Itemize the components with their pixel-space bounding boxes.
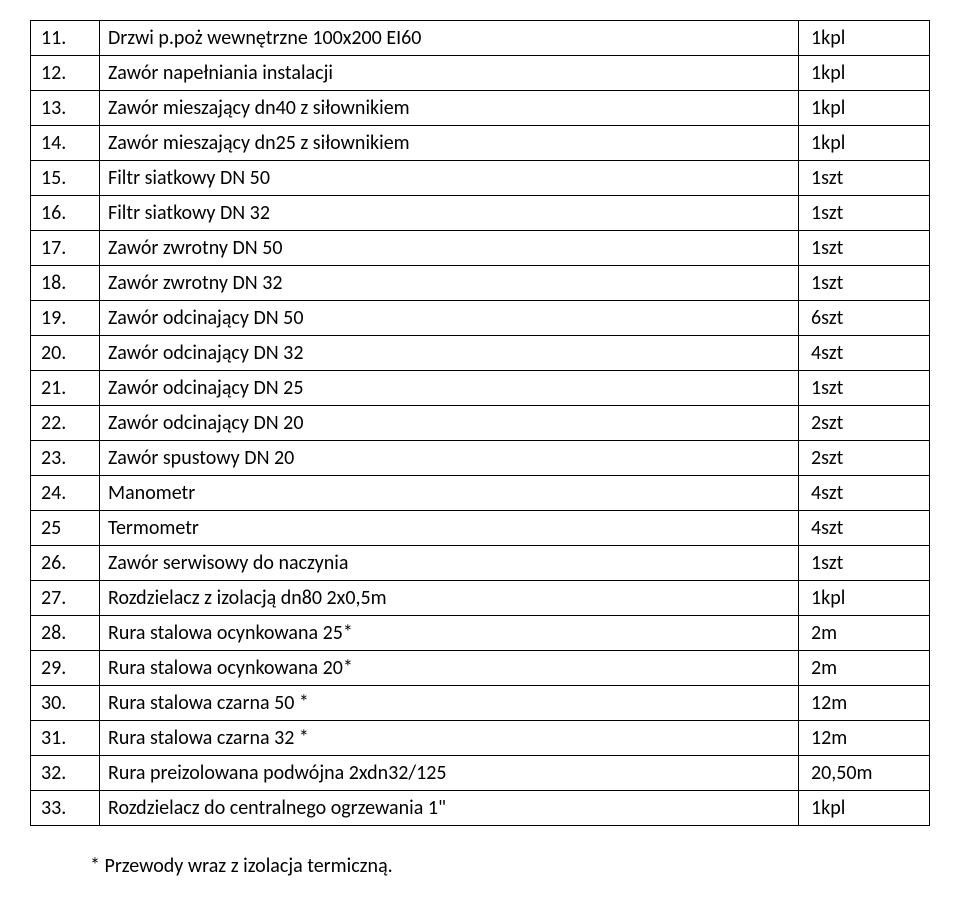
table-row: 13.Zawór mieszający dn40 z siłownikiem1k… bbox=[31, 91, 930, 126]
row-description: Rura stalowa ocynkowana 20* bbox=[100, 651, 799, 686]
row-description: Manometr bbox=[100, 476, 799, 511]
table-row: 26.Zawór serwisowy do naczynia1szt bbox=[31, 546, 930, 581]
row-description: Zawór serwisowy do naczynia bbox=[100, 546, 799, 581]
row-description: Rura stalowa czarna 50 * bbox=[100, 686, 799, 721]
table-row: 31.Rura stalowa czarna 32 *12m bbox=[31, 721, 930, 756]
row-number: 16. bbox=[31, 196, 100, 231]
table-row: 28.Rura stalowa ocynkowana 25*2m bbox=[31, 616, 930, 651]
row-number: 33. bbox=[31, 791, 100, 826]
row-number: 25 bbox=[31, 511, 100, 546]
table-row: 11.Drzwi p.poż wewnętrzne 100x200 EI601k… bbox=[31, 21, 930, 56]
row-quantity: 6szt bbox=[799, 301, 930, 336]
table-row: 22.Zawór odcinający DN 202szt bbox=[31, 406, 930, 441]
table-row: 19.Zawór odcinający DN 506szt bbox=[31, 301, 930, 336]
table-row: 16.Filtr siatkowy DN 321szt bbox=[31, 196, 930, 231]
footnote: * Przewody wraz z izolacja termiczną. bbox=[90, 854, 930, 878]
table-row: 33.Rozdzielacz do centralnego ogrzewania… bbox=[31, 791, 930, 826]
table-row: 17.Zawór zwrotny DN 501szt bbox=[31, 231, 930, 266]
row-quantity: 1kpl bbox=[799, 56, 930, 91]
row-quantity: 1kpl bbox=[799, 21, 930, 56]
row-quantity: 1szt bbox=[799, 371, 930, 406]
row-quantity: 12m bbox=[799, 721, 930, 756]
row-quantity: 4szt bbox=[799, 511, 930, 546]
row-number: 26. bbox=[31, 546, 100, 581]
row-number: 20. bbox=[31, 336, 100, 371]
table-row: 14.Zawór mieszający dn25 z siłownikiem1k… bbox=[31, 126, 930, 161]
table-row: 20.Zawór odcinający DN 324szt bbox=[31, 336, 930, 371]
table-row: 23.Zawór spustowy DN 202szt bbox=[31, 441, 930, 476]
row-description: Rozdzielacz do centralnego ogrzewania 1" bbox=[100, 791, 799, 826]
row-number: 32. bbox=[31, 756, 100, 791]
table-row: 24.Manometr4szt bbox=[31, 476, 930, 511]
row-number: 23. bbox=[31, 441, 100, 476]
row-description: Filtr siatkowy DN 32 bbox=[100, 196, 799, 231]
row-number: 24. bbox=[31, 476, 100, 511]
row-number: 11. bbox=[31, 21, 100, 56]
row-description: Zawór zwrotny DN 50 bbox=[100, 231, 799, 266]
row-quantity: 1szt bbox=[799, 161, 930, 196]
row-quantity: 1szt bbox=[799, 196, 930, 231]
row-quantity: 1szt bbox=[799, 231, 930, 266]
row-description: Zawór mieszający dn40 z siłownikiem bbox=[100, 91, 799, 126]
table-row: 18.Zawór zwrotny DN 321szt bbox=[31, 266, 930, 301]
row-number: 18. bbox=[31, 266, 100, 301]
row-number: 22. bbox=[31, 406, 100, 441]
row-quantity: 1kpl bbox=[799, 91, 930, 126]
row-description: Rozdzielacz z izolacją dn80 2x0,5m bbox=[100, 581, 799, 616]
row-description: Rura stalowa czarna 32 * bbox=[100, 721, 799, 756]
row-quantity: 4szt bbox=[799, 476, 930, 511]
row-quantity: 12m bbox=[799, 686, 930, 721]
row-number: 29. bbox=[31, 651, 100, 686]
row-number: 30. bbox=[31, 686, 100, 721]
row-quantity: 2szt bbox=[799, 441, 930, 476]
row-number: 31. bbox=[31, 721, 100, 756]
row-description: Rura preizolowana podwójna 2xdn32/125 bbox=[100, 756, 799, 791]
row-number: 17. bbox=[31, 231, 100, 266]
row-quantity: 1szt bbox=[799, 266, 930, 301]
row-quantity: 20,50m bbox=[799, 756, 930, 791]
table-row: 30.Rura stalowa czarna 50 *12m bbox=[31, 686, 930, 721]
row-quantity: 1kpl bbox=[799, 581, 930, 616]
row-number: 27. bbox=[31, 581, 100, 616]
row-description: Drzwi p.poż wewnętrzne 100x200 EI60 bbox=[100, 21, 799, 56]
row-description: Termometr bbox=[100, 511, 799, 546]
row-description: Zawór odcinający DN 20 bbox=[100, 406, 799, 441]
row-quantity: 2szt bbox=[799, 406, 930, 441]
row-description: Zawór mieszający dn25 z siłownikiem bbox=[100, 126, 799, 161]
materials-table: 11.Drzwi p.poż wewnętrzne 100x200 EI601k… bbox=[30, 20, 930, 826]
row-description: Zawór napełniania instalacji bbox=[100, 56, 799, 91]
table-row: 32.Rura preizolowana podwójna 2xdn32/125… bbox=[31, 756, 930, 791]
row-number: 28. bbox=[31, 616, 100, 651]
row-quantity: 1kpl bbox=[799, 126, 930, 161]
table-row: 12.Zawór napełniania instalacji1kpl bbox=[31, 56, 930, 91]
row-description: Filtr siatkowy DN 50 bbox=[100, 161, 799, 196]
table-row: 21.Zawór odcinający DN 251szt bbox=[31, 371, 930, 406]
row-description: Rura stalowa ocynkowana 25* bbox=[100, 616, 799, 651]
row-quantity: 2m bbox=[799, 616, 930, 651]
table-row: 15.Filtr siatkowy DN 501szt bbox=[31, 161, 930, 196]
row-number: 15. bbox=[31, 161, 100, 196]
row-quantity: 1szt bbox=[799, 546, 930, 581]
row-number: 19. bbox=[31, 301, 100, 336]
table-row: 27.Rozdzielacz z izolacją dn80 2x0,5m1kp… bbox=[31, 581, 930, 616]
row-description: Zawór spustowy DN 20 bbox=[100, 441, 799, 476]
row-description: Zawór odcinający DN 25 bbox=[100, 371, 799, 406]
row-number: 12. bbox=[31, 56, 100, 91]
table-row: 29.Rura stalowa ocynkowana 20*2m bbox=[31, 651, 930, 686]
row-description: Zawór odcinający DN 50 bbox=[100, 301, 799, 336]
row-number: 21. bbox=[31, 371, 100, 406]
row-quantity: 1kpl bbox=[799, 791, 930, 826]
row-description: Zawór zwrotny DN 32 bbox=[100, 266, 799, 301]
row-quantity: 4szt bbox=[799, 336, 930, 371]
row-description: Zawór odcinający DN 32 bbox=[100, 336, 799, 371]
row-number: 13. bbox=[31, 91, 100, 126]
table-row: 25Termometr4szt bbox=[31, 511, 930, 546]
row-quantity: 2m bbox=[799, 651, 930, 686]
row-number: 14. bbox=[31, 126, 100, 161]
